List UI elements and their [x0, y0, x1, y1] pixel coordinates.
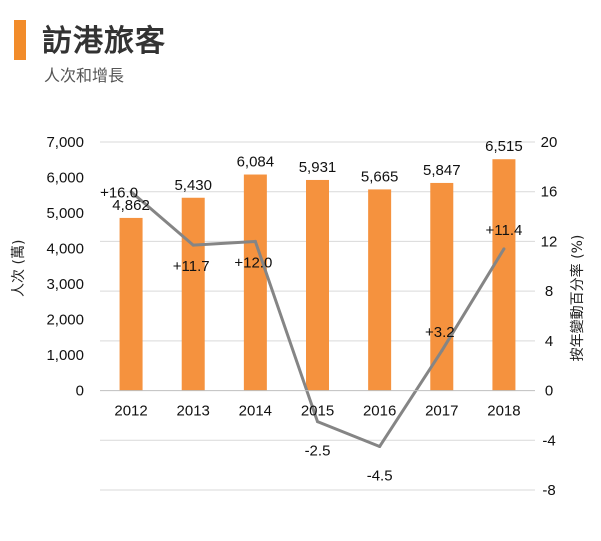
x-tick-label: 2012	[114, 403, 147, 420]
chart-title: 訪港旅客	[42, 24, 166, 59]
y-tick-label: 7,000	[46, 134, 84, 151]
y-tick-label: 3,000	[46, 276, 84, 293]
x-tick-label: 2013	[177, 403, 210, 420]
bar	[119, 217, 143, 391]
growth-value-label: +3.2	[425, 324, 455, 341]
axes: 7,0006,0005,0004,0003,0002,0001,00002016…	[11, 134, 586, 499]
y-tick-label: 4,000	[46, 241, 84, 258]
y2-tick-label: 12	[541, 233, 558, 250]
growth-point	[316, 420, 319, 424]
y2-tick-label: 4	[545, 333, 553, 350]
growth-line-series	[129, 190, 506, 448]
bar	[243, 174, 267, 391]
growth-value-label: -2.5	[305, 443, 331, 460]
bar-value-label: 6,515	[485, 138, 523, 155]
y-axis-title: 人次 (萬)	[11, 240, 27, 297]
y2-tick-label: 16	[541, 184, 558, 201]
bar-value-label: 6,084	[237, 154, 275, 171]
bar-value-label: 5,665	[361, 168, 399, 185]
growth-value-label: +16.0	[100, 185, 138, 202]
chart-subtitle: 人次和增長	[44, 66, 125, 85]
x-tick-label: 2014	[239, 403, 272, 420]
growth-point	[191, 243, 195, 247]
growth-point	[378, 445, 382, 448]
x-tick-label: 2016	[363, 403, 396, 420]
bar	[306, 179, 329, 391]
growth-point	[129, 190, 133, 194]
data-labels: 4,862 5,430 6,084 5,931 5,665 5,847 6,515 +16.0…	[100, 138, 523, 484]
growth-point	[440, 349, 444, 353]
y2-tick-label: 20	[541, 134, 558, 151]
bar-value-label: 4,862	[112, 197, 150, 214]
growth-point	[253, 239, 257, 243]
y-tick-label: 6,000	[46, 170, 84, 187]
growth-value-label: +11.4	[486, 222, 523, 239]
growth-value-label: +11.7	[173, 258, 210, 275]
y2-axis-title: 按年變動百分率 (%)	[569, 235, 586, 362]
y-tick-label: 2,000	[46, 312, 84, 329]
x-tick-label: 2015	[301, 403, 334, 420]
x-tick-label: 2017	[425, 403, 458, 420]
growth-value-label: -4.5	[367, 468, 393, 485]
bar	[492, 159, 516, 391]
x-tick-label: 2018	[487, 403, 520, 420]
bar-series	[119, 159, 516, 391]
bar-value-label: 5,931	[299, 159, 337, 176]
growth-value-label: +12.0	[234, 254, 272, 271]
y2-tick-label: -4	[542, 432, 555, 449]
title-accent-bar	[14, 20, 26, 60]
bar	[368, 189, 392, 391]
bar	[181, 197, 205, 391]
y2-tick-label: -8	[542, 482, 555, 499]
bar	[430, 182, 454, 391]
growth-point	[502, 247, 506, 251]
bar-value-label: 5,430	[174, 177, 212, 194]
y2-tick-label: 8	[545, 283, 553, 300]
bar-value-label: 5,847	[423, 162, 461, 179]
y-tick-label: 0	[76, 383, 84, 400]
y-tick-label: 1,000	[46, 347, 84, 364]
y2-tick-label: 0	[545, 383, 553, 400]
y-tick-label: 5,000	[46, 205, 84, 222]
